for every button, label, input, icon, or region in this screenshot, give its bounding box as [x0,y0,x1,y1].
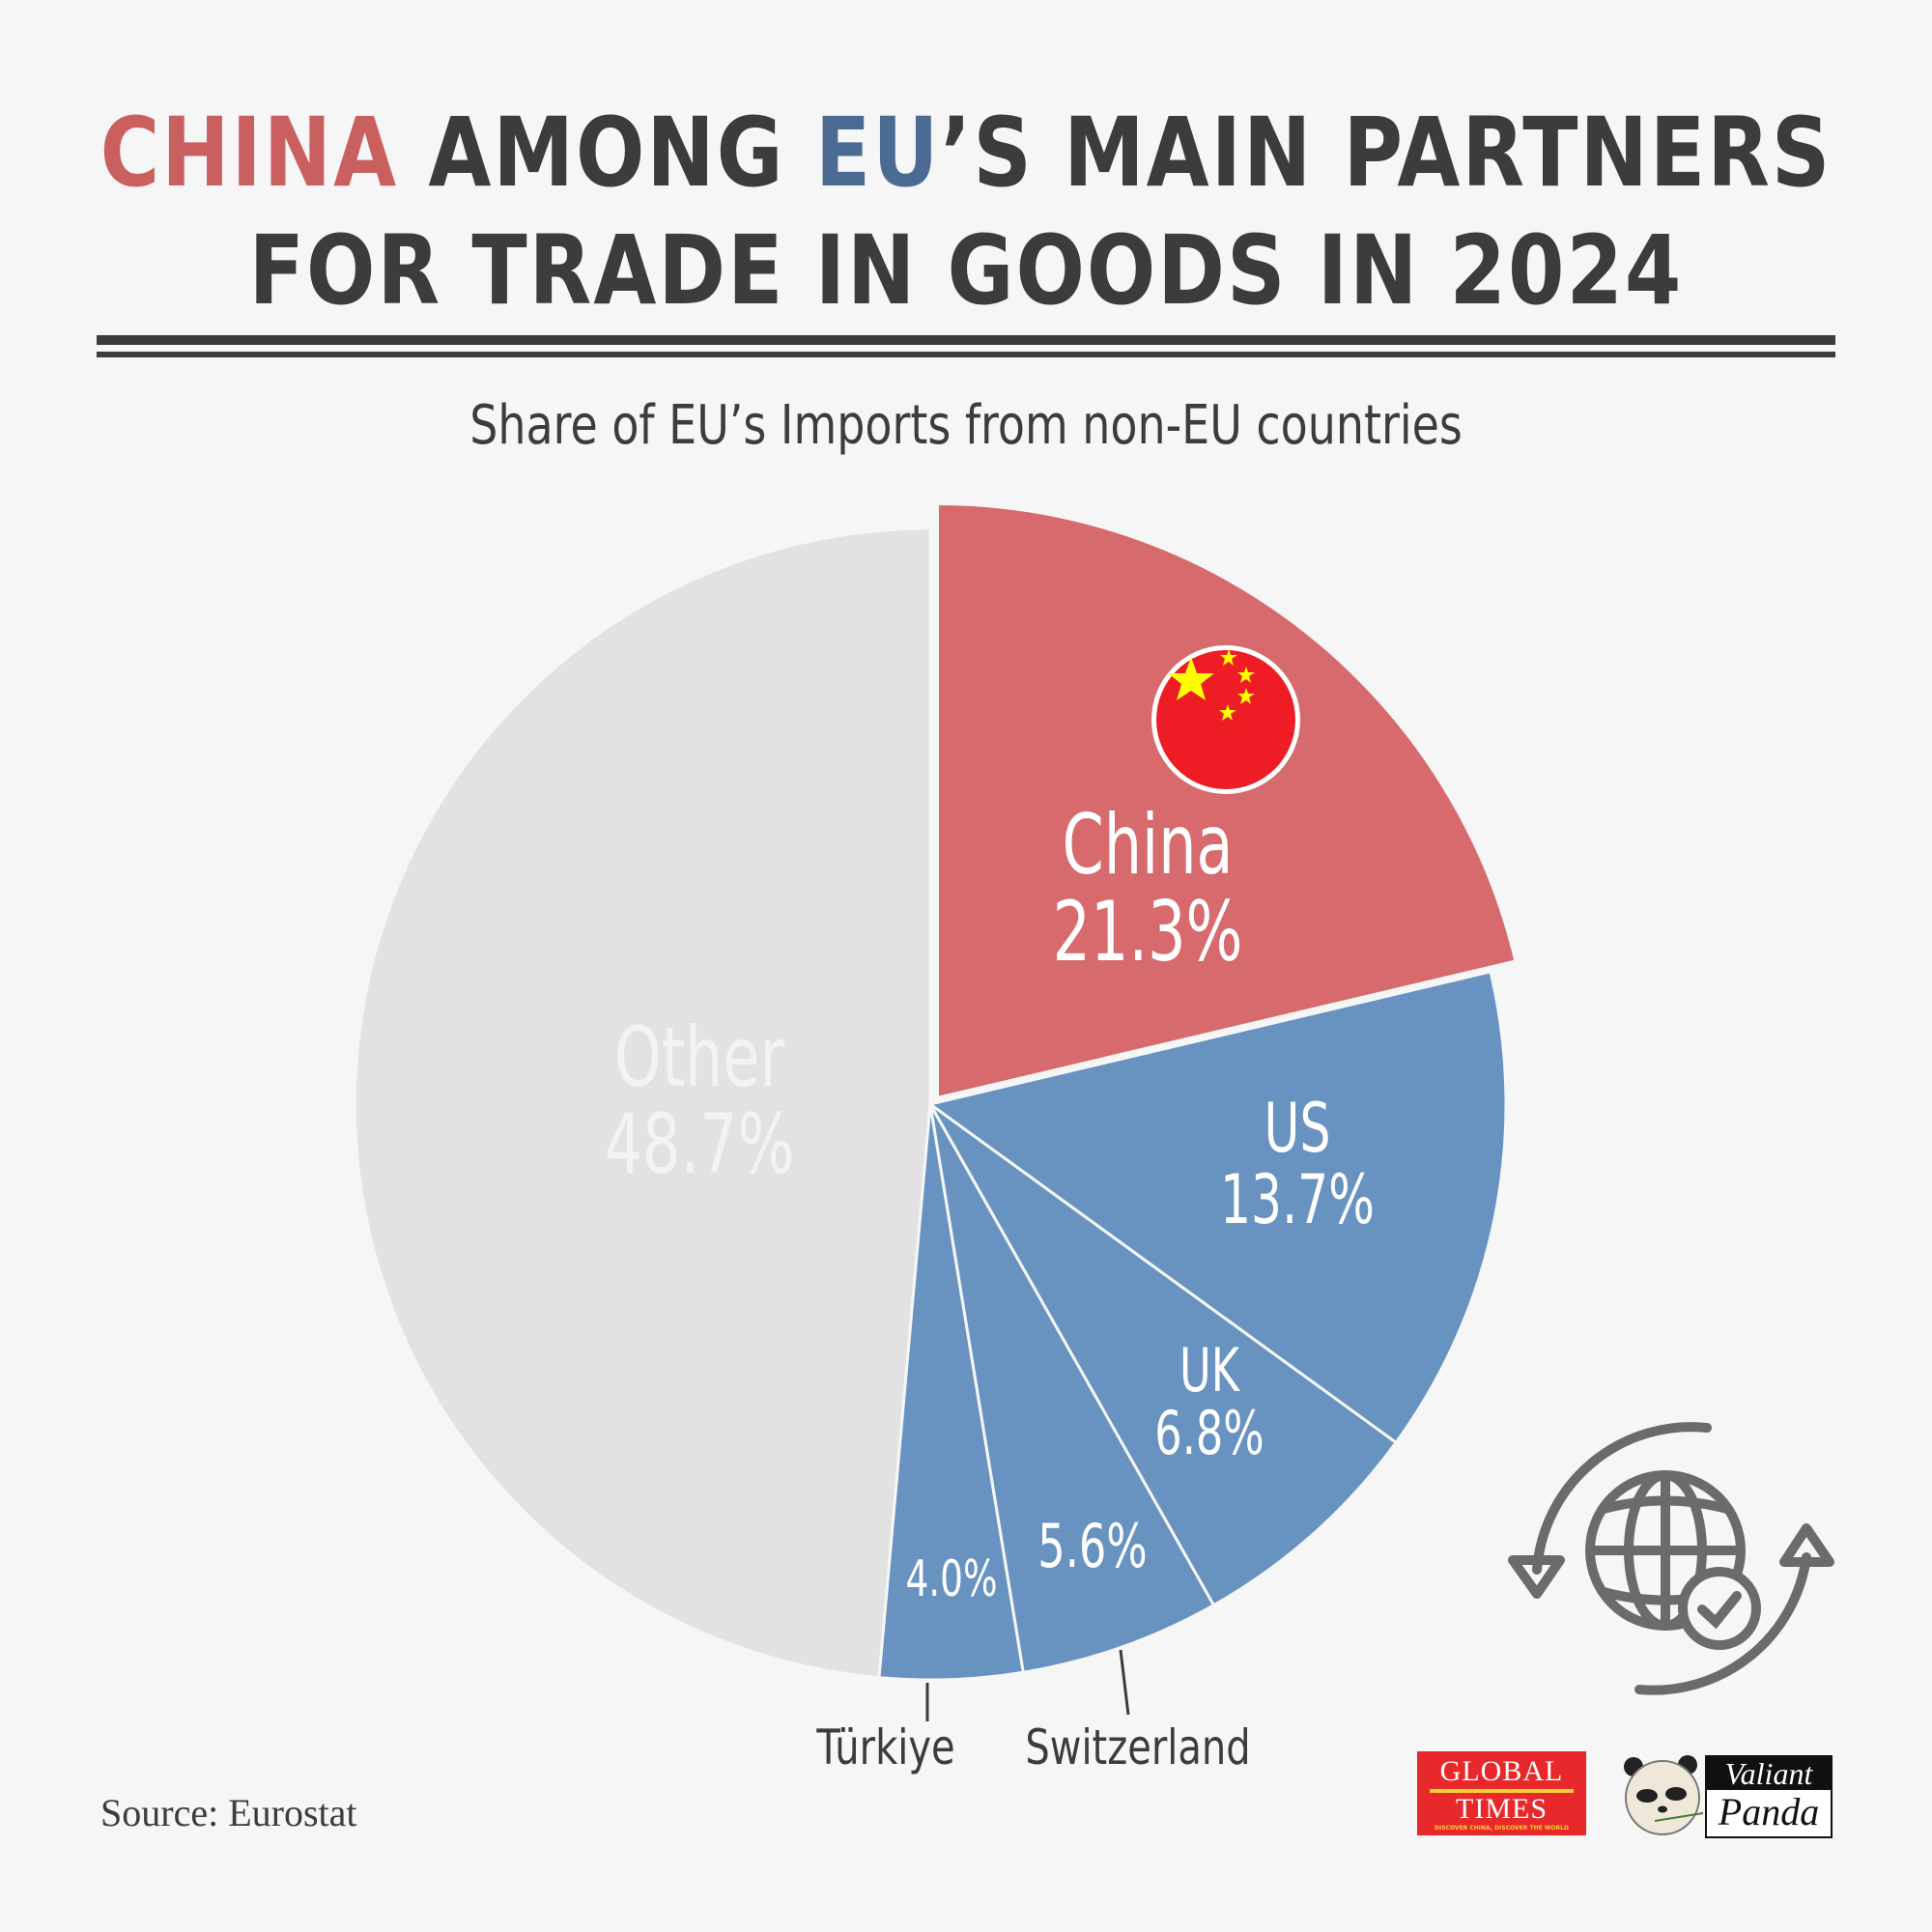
valiant-panda-logo: Valiant Panda [1620,1751,1833,1838]
global-times-line1: GLOBAL [1439,1755,1564,1787]
global-times-bar [1430,1789,1574,1793]
source-note: Source: Eurostat [100,1791,357,1834]
title-line-1: CHINA AMONG EU’S MAIN PARTNERS [0,97,1932,209]
global-times-tagline: DISCOVER CHINA, DISCOVER THE WORLD [1435,1825,1569,1832]
label-turkiye-value: 4.0% [905,1550,998,1608]
label-us-value: 13.7% [1219,1159,1376,1239]
pie-slice-uk[interactable] [928,1102,1399,1607]
title-china: CHINA [99,97,399,209]
china-flag-icon [1151,645,1300,794]
switzerland-leader-line [1119,1649,1130,1716]
label-china-value: 21.3% [1052,884,1243,981]
label-china: China 21.3% [1053,802,1243,977]
pie-slice-switzerland[interactable] [928,1103,1216,1674]
global-trade-icon [1508,1422,1834,1695]
title-among: AMONG [398,97,815,209]
chart-subtitle: Share of EU’s Imports from non-EU countr… [469,394,1463,457]
label-switzerland-value: 5.6% [1037,1511,1148,1581]
label-uk-value: 6.8% [1154,1398,1264,1469]
label-us-name: US [1264,1089,1331,1168]
valiant-panda-line1: Valiant [1707,1757,1831,1790]
global-times-logo: GLOBAL TIMES DISCOVER CHINA, DISCOVER TH… [1417,1751,1586,1835]
label-switzerland-name: Switzerland [1025,1719,1251,1776]
title-divider-thick [97,335,1835,345]
label-us: US 13.7% [1219,1089,1376,1239]
title-main-partners: ’S MAIN PARTNERS [940,97,1833,209]
title-divider-thin [97,352,1835,357]
label-uk-name: UK [1179,1335,1239,1406]
valiant-panda-line2: Panda [1718,1790,1820,1833]
pie-slice-china[interactable] [935,500,1519,1101]
valiant-panda-wordmark: Valiant Panda [1705,1755,1833,1838]
label-other-value: 48.7% [604,1096,795,1194]
label-turkiye-name: Türkiye [816,1719,955,1776]
pie-slice-us[interactable] [926,970,1508,1445]
label-uk: UK 6.8% [1154,1339,1264,1464]
label-other: Other 48.7% [605,1014,795,1189]
label-other-name: Other [614,1009,784,1106]
title-eu: EU [814,97,941,209]
panda-icon [1624,1755,1704,1835]
pie-slice-other[interactable] [353,526,932,1680]
global-times-line2: TIMES [1456,1793,1548,1825]
label-china-name: China [1062,797,1234,894]
title-line-2: FOR TRADE IN GOODS IN 2024 [248,214,1684,327]
